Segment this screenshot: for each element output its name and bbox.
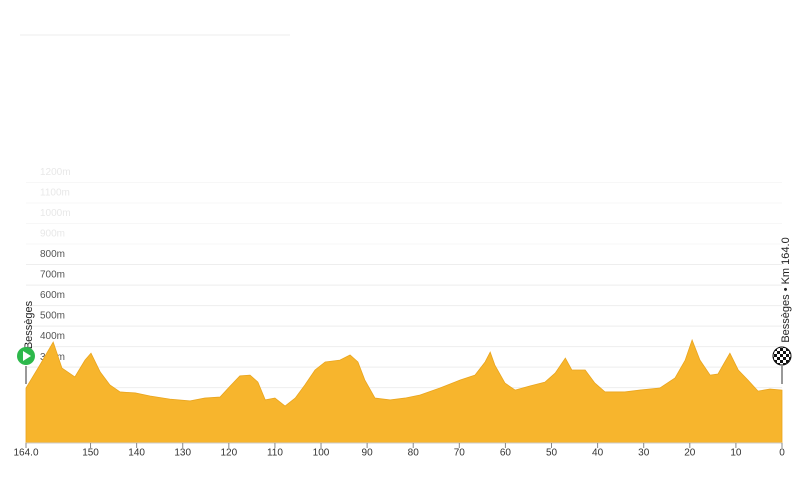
x-tick-label: 130 xyxy=(174,448,191,459)
y-tick-label: 600m xyxy=(40,290,65,301)
elevation-area xyxy=(25,338,783,444)
x-tick-label: 140 xyxy=(128,448,145,459)
x-tick-label: 90 xyxy=(362,448,374,459)
x-tick-label: 120 xyxy=(220,448,237,459)
y-tick-label: 700m xyxy=(40,270,65,281)
finish-label: Bessèges • Km 164.0 xyxy=(780,237,792,342)
x-tick-label: 80 xyxy=(408,448,420,459)
finish-icon xyxy=(772,346,792,366)
y-tick-label: 900m xyxy=(40,229,65,240)
y-tick-label: 1200m xyxy=(40,167,71,178)
y-tick-label: 1000m xyxy=(40,208,71,219)
plot: 0m100m200m300m400m500m600m700m800m900m10… xyxy=(13,167,785,458)
x-tick-label: 70 xyxy=(454,448,466,459)
y-tick-label: 400m xyxy=(40,331,65,342)
x-tick-label: 60 xyxy=(500,448,512,459)
y-tick-label: 1100m xyxy=(40,188,70,199)
x-tick-label: 0 xyxy=(779,448,785,459)
x-tick-label: 110 xyxy=(267,448,283,459)
x-tick-label: 30 xyxy=(638,448,650,459)
x-tick-label: 50 xyxy=(546,448,558,459)
start-label: Bessèges xyxy=(23,300,35,349)
x-tick-label: 164.0 xyxy=(13,448,38,459)
x-tick-label: 10 xyxy=(730,448,742,459)
x-tick-label: 40 xyxy=(592,448,604,459)
x-tick-label: 20 xyxy=(684,448,696,459)
x-tick-label: 150 xyxy=(82,448,99,459)
x-tick-label: 100 xyxy=(313,448,330,459)
y-tick-label: 800m xyxy=(40,249,65,260)
y-tick-label: 500m xyxy=(40,311,65,322)
start-arrow xyxy=(23,351,31,361)
